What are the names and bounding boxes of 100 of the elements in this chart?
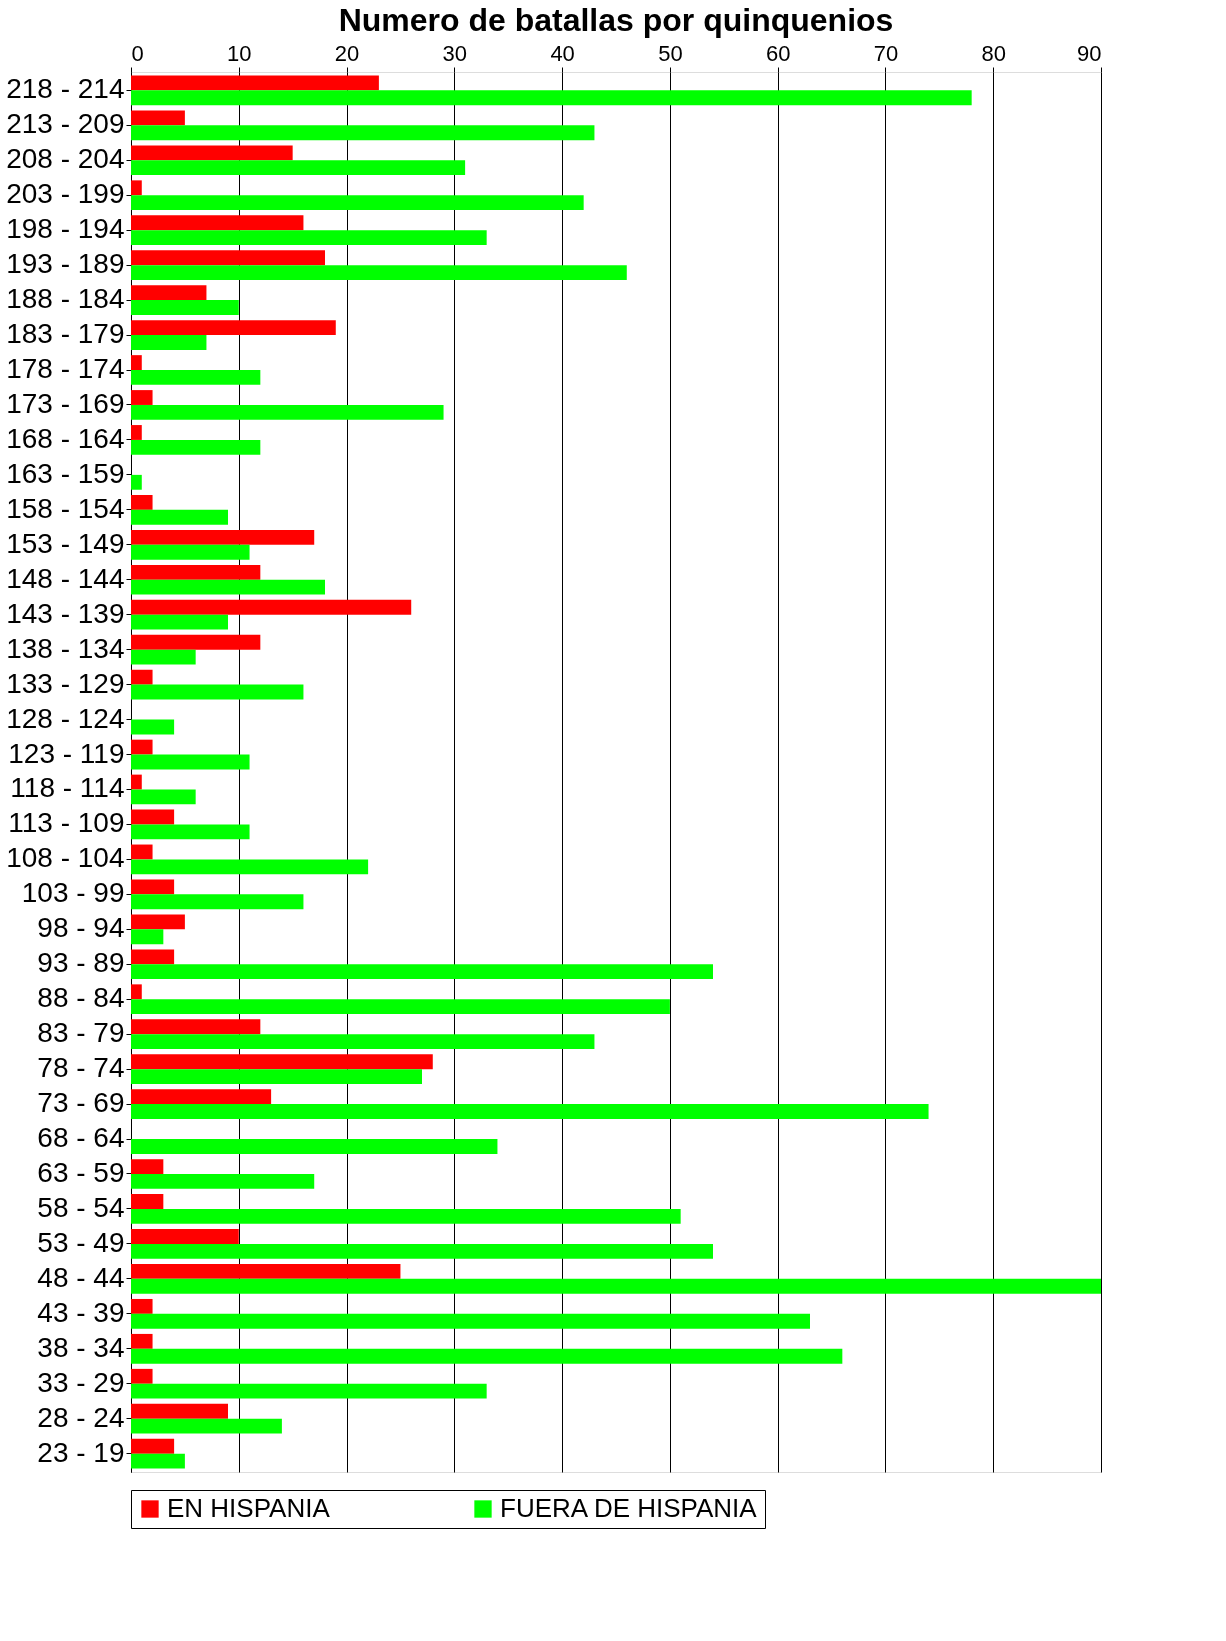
y-tick-label: 23 - 19	[37, 1436, 125, 1468]
bar	[131, 599, 412, 615]
bar	[131, 335, 207, 350]
bar	[131, 879, 175, 895]
bar	[131, 1264, 401, 1279]
bar	[131, 1159, 164, 1174]
y-tick-label: 83 - 79	[37, 1017, 125, 1049]
bar	[131, 1034, 595, 1050]
y-tick-label: 148 - 144	[6, 562, 125, 594]
bar	[131, 509, 228, 525]
bar	[131, 320, 336, 336]
y-tick-label: 63 - 59	[37, 1157, 125, 1188]
y-tick-label: 33 - 29	[37, 1366, 125, 1398]
bar	[131, 90, 972, 106]
y-tick-label: 158 - 154	[6, 492, 125, 524]
y-tick-label: 203 - 199	[6, 178, 125, 210]
bar	[131, 370, 261, 385]
bar	[131, 1278, 1101, 1294]
bar	[131, 195, 584, 211]
y-tick-label: 98 - 94	[37, 912, 125, 944]
bar	[131, 404, 444, 420]
bar	[131, 1348, 843, 1364]
bar	[131, 75, 379, 91]
y-tick-label: 178 - 174	[6, 353, 125, 384]
bar	[131, 110, 185, 126]
bar	[131, 1313, 810, 1329]
bar	[131, 230, 487, 246]
legend-label: EN HISPANIA	[167, 1493, 331, 1523]
y-tick-label: 123 - 119	[8, 737, 125, 769]
y-tick-label: 188 - 184	[6, 283, 125, 315]
bar	[131, 684, 304, 700]
bar	[131, 614, 228, 630]
bar	[131, 494, 153, 510]
y-tick-label: 43 - 39	[37, 1296, 125, 1328]
bar	[131, 1208, 681, 1224]
bar	[131, 425, 142, 440]
y-tick-label: 193 - 189	[6, 248, 125, 280]
bar	[131, 634, 261, 650]
y-tick-label: 103 - 99	[21, 877, 125, 909]
bar	[131, 300, 239, 315]
bar	[131, 180, 142, 196]
bar	[131, 285, 207, 301]
y-tick-label: 48 - 44	[37, 1261, 125, 1293]
y-tick-label: 143 - 139	[6, 597, 125, 629]
bar	[131, 739, 153, 755]
bar	[131, 914, 185, 930]
y-tick-label: 118 - 114	[10, 772, 125, 804]
bar	[131, 1368, 153, 1384]
bar	[131, 1403, 228, 1419]
y-tick-label: 173 - 169	[6, 387, 125, 419]
x-tick-label: 60	[765, 40, 791, 66]
bar	[131, 355, 142, 370]
bar	[131, 1104, 929, 1119]
bar	[131, 529, 315, 545]
bar	[131, 754, 250, 770]
y-tick-label: 113 - 109	[8, 807, 125, 839]
y-tick-label: 73 - 69	[37, 1087, 125, 1119]
bar	[131, 809, 175, 825]
bar	[131, 649, 196, 665]
x-tick-label: 10	[227, 40, 252, 66]
bar	[131, 579, 325, 595]
bar	[131, 439, 261, 455]
y-tick-label: 133 - 129	[6, 667, 125, 699]
bar	[131, 824, 250, 840]
bar	[131, 160, 466, 176]
y-tick-label: 213 - 209	[6, 108, 125, 140]
y-tick-label: 183 - 179	[6, 318, 125, 350]
bar	[131, 1054, 433, 1070]
x-tick-label: 80	[981, 40, 1006, 66]
y-tick-label: 88 - 84	[37, 982, 125, 1014]
y-tick-label: 198 - 194	[6, 213, 125, 245]
y-tick-label: 128 - 124	[6, 702, 125, 734]
bar	[131, 1174, 315, 1189]
y-tick-label: 208 - 204	[6, 143, 125, 175]
bar	[131, 564, 261, 580]
bar	[131, 265, 627, 280]
y-tick-label: 53 - 49	[37, 1226, 125, 1258]
bar	[131, 1243, 713, 1259]
bar	[131, 1298, 153, 1314]
chart-title: Numero de batallas por quinquenios	[338, 2, 894, 38]
bar	[131, 669, 153, 685]
bar	[131, 1333, 153, 1349]
bar	[131, 929, 164, 945]
y-tick-label: 108 - 104	[6, 842, 125, 874]
y-tick-label: 218 - 214	[6, 73, 125, 105]
bar	[131, 774, 142, 790]
bar	[131, 1194, 164, 1209]
x-tick-label: 30	[442, 40, 468, 66]
bar	[131, 859, 369, 875]
bar	[131, 964, 713, 980]
y-tick-label: 138 - 134	[6, 632, 125, 664]
bar	[131, 474, 142, 490]
bar	[131, 390, 153, 405]
x-tick-label: 70	[873, 40, 899, 66]
bar	[131, 984, 142, 1000]
bar	[131, 894, 304, 910]
x-tick-label: 90	[1077, 40, 1102, 66]
bar	[131, 1438, 175, 1454]
bar	[131, 1229, 239, 1244]
bar	[131, 949, 175, 965]
